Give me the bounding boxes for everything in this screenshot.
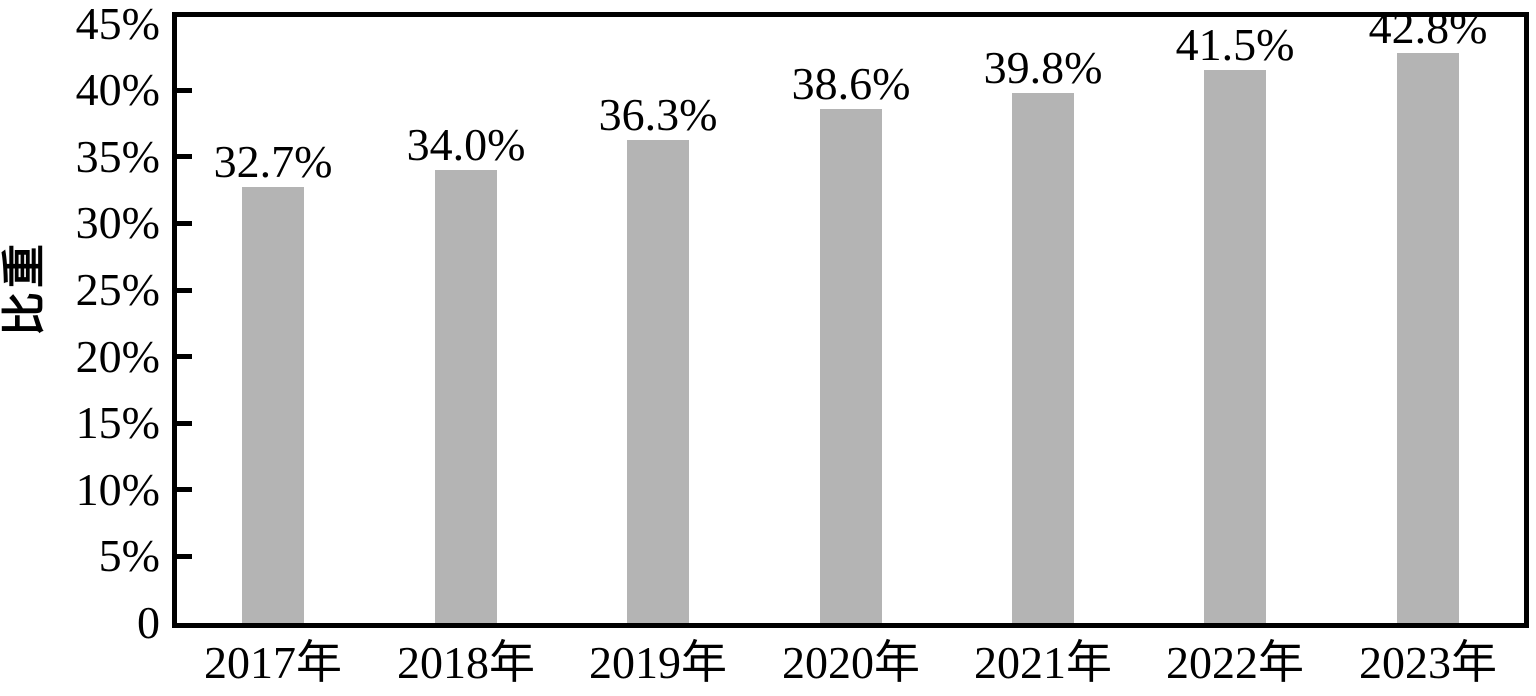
y-axis-tick-labels: 45% 40% 35% 30% 25% 20% 15% 10% 5% 0 [0,0,160,696]
x-tick-label: 2022年 [1166,637,1304,688]
x-tick-label: 2020年 [782,637,920,688]
bar-value-label: 39.8% [983,42,1103,93]
y-tick-label: 30% [75,197,160,248]
y-tick-mark [177,288,192,293]
y-tick-label: 25% [75,264,160,315]
bar-value-label: 36.3% [598,89,718,140]
x-tick-label: 2023年 [1359,637,1497,688]
bar-value-label: 42.8% [1368,2,1488,53]
bar-value-label: 38.6% [791,58,911,109]
x-tick-label: 2021年 [974,637,1112,688]
y-tick-label: 10% [75,464,160,515]
bar [242,187,304,623]
y-tick-label: 20% [75,331,160,382]
y-tick-mark [177,421,192,426]
y-tick-label: 15% [75,397,160,448]
y-tick-mark [177,154,192,159]
plot-area: 32.7% 34.0% 36.3% 38.6% 39.8% 41.5% 42.8% [172,5,1529,628]
y-tick-label: 5% [98,530,160,581]
x-tick-label: 2017年 [204,637,342,688]
y-tick-mark [177,88,192,93]
x-tick-label: 2018年 [397,637,535,688]
y-tick-label: 40% [75,64,160,115]
y-tick-label: 0 [137,597,160,648]
y-tick-mark [177,487,192,492]
bar [820,109,882,623]
y-tick-mark [177,354,192,359]
bar-value-label: 41.5% [1175,19,1295,70]
bar [1204,70,1266,623]
bar-value-label: 32.7% [213,136,333,187]
y-tick-mark [177,221,192,226]
y-tick-label: 45% [75,0,160,49]
plot-inner-layer: 32.7% 34.0% 36.3% 38.6% 39.8% 41.5% 42.8% [177,5,1524,623]
y-tick-mark [177,554,192,559]
bar [1397,53,1459,623]
y-tick-label: 35% [75,131,160,182]
bar [435,170,497,623]
bar-value-label: 34.0% [406,119,526,170]
bar [1012,93,1074,623]
bar [627,140,689,623]
x-tick-label: 2019年 [589,637,727,688]
